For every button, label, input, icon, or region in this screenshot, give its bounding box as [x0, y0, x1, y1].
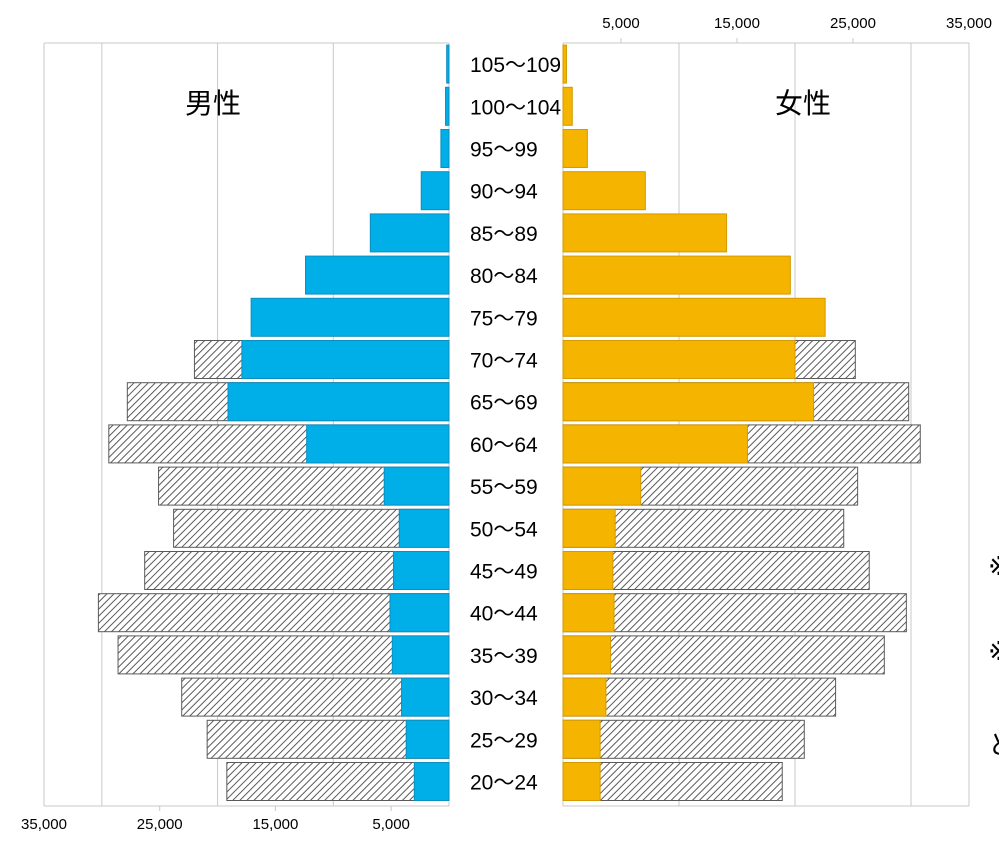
male-solid-bar — [398, 508, 450, 548]
female-hatched-bar — [562, 593, 907, 633]
male-solid-bar — [405, 719, 450, 759]
male-hatched-bar — [226, 762, 450, 801]
female-panel-label: 女性 — [775, 88, 831, 119]
age-group-label: 80〜84 — [470, 265, 538, 288]
age-group-label: 65〜69 — [470, 392, 538, 415]
male-solid-bar — [392, 551, 450, 590]
male-solid-bar — [250, 297, 450, 337]
male-solid-bar — [446, 44, 450, 84]
female-solid-bar — [562, 129, 588, 168]
left-axis-tick-label: 5,000 — [372, 816, 410, 833]
male-solid-bar — [401, 677, 450, 717]
right-axis-tick-label: 15,000 — [714, 15, 760, 32]
female-solid-bar — [562, 171, 646, 211]
male-solid-bar — [413, 762, 450, 801]
age-group-label: 50〜54 — [470, 518, 538, 541]
side-note-4: （ — [988, 683, 999, 709]
male-solid-bar — [445, 86, 450, 126]
male-solid-bar — [391, 635, 450, 675]
bars — [97, 44, 921, 801]
female-solid-bar — [562, 508, 616, 548]
male-solid-bar — [369, 213, 450, 253]
male-solid-bar — [306, 424, 450, 464]
female-solid-bar — [562, 255, 791, 295]
female-hatched-bar — [562, 635, 885, 675]
age-group-label: 30〜34 — [470, 687, 538, 710]
age-group-label: 55〜59 — [470, 476, 538, 499]
female-solid-bar — [562, 635, 612, 675]
age-group-label: 85〜89 — [470, 223, 538, 246]
age-group-label: 40〜44 — [470, 603, 538, 626]
male-solid-bar — [227, 382, 450, 422]
female-hatched-bar — [562, 551, 870, 590]
age-group-label: 100〜104 — [470, 96, 561, 119]
labels: 男性 女性 105〜109 100〜104 95〜99 90〜94 85〜89 80〜84… — [21, 15, 992, 833]
male-solid-bar — [440, 129, 450, 168]
left-axis-tick-label: 25,000 — [137, 816, 183, 833]
male-solid-bar — [389, 593, 450, 633]
age-group-label: 60〜64 — [470, 434, 538, 457]
female-solid-bar — [562, 86, 573, 126]
side-note-2: （ — [988, 597, 999, 623]
female-solid-bar — [562, 719, 601, 759]
female-solid-bar — [562, 593, 615, 633]
male-solid-bar — [420, 171, 450, 211]
age-group-label: 95〜99 — [470, 139, 538, 162]
male-solid-bar — [241, 340, 450, 379]
female-solid-bar — [562, 382, 815, 422]
age-group-label: 70〜74 — [470, 350, 538, 373]
age-group-label: 20〜24 — [470, 772, 538, 795]
left-axis-tick-label: 15,000 — [252, 816, 298, 833]
age-group-label: 105〜109 — [470, 54, 561, 77]
left-axis-tick-label: 35,000 — [21, 816, 67, 833]
female-solid-bar — [562, 340, 796, 379]
right-axis-tick-label: 5,000 — [602, 15, 640, 32]
right-axis-tick-label: 25,000 — [830, 15, 876, 32]
female-solid-bar — [562, 297, 826, 337]
age-group-label: 35〜39 — [470, 645, 538, 668]
age-group-label: 45〜49 — [470, 561, 538, 584]
female-solid-bar — [562, 762, 601, 801]
side-note-5: と — [988, 732, 999, 758]
female-solid-bar — [562, 424, 748, 464]
male-solid-bar — [305, 255, 450, 295]
side-note-3: ※ — [988, 638, 999, 664]
female-solid-bar — [562, 677, 607, 717]
age-group-label: 75〜79 — [470, 307, 538, 330]
female-solid-bar — [562, 551, 614, 590]
female-solid-bar — [562, 466, 642, 506]
age-group-label: 25〜29 — [470, 729, 538, 752]
age-group-label: 90〜94 — [470, 181, 538, 204]
right-axis-tick-label: 35,000 — [946, 15, 992, 32]
side-note-1: ※ — [988, 553, 999, 579]
female-hatched-bar — [562, 719, 805, 759]
female-solid-bar — [562, 44, 567, 84]
male-solid-bar — [383, 466, 450, 506]
male-panel-label: 男性 — [185, 88, 241, 119]
female-solid-bar — [562, 213, 728, 253]
